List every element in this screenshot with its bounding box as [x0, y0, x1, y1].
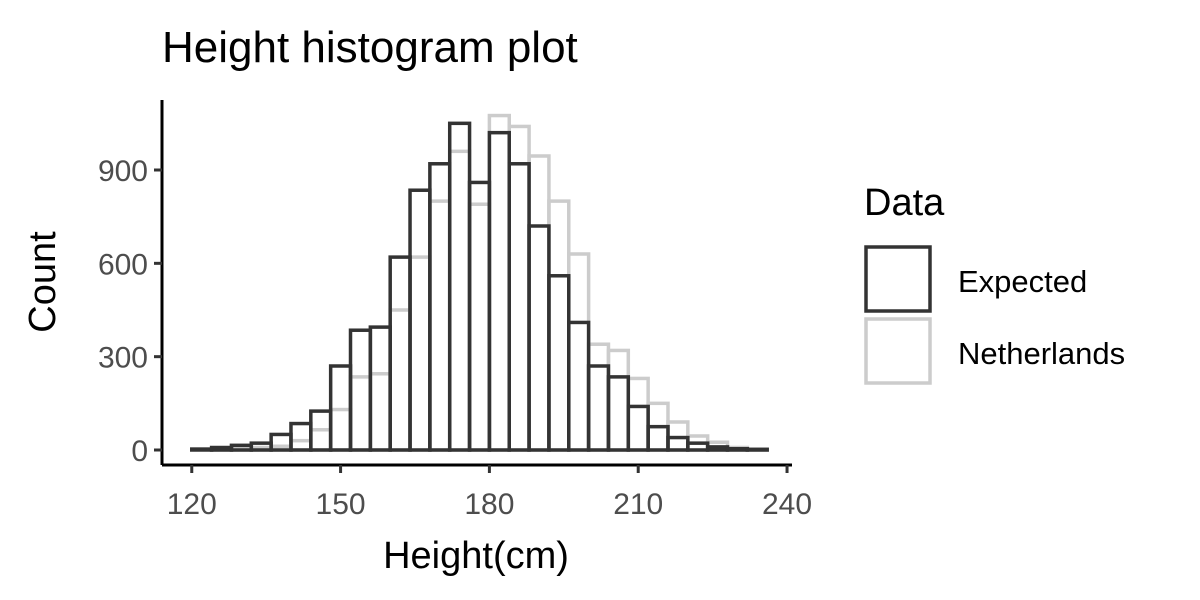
bar-expected-176	[467, 180, 492, 452]
bar-expected-184	[507, 162, 531, 452]
bar-netherlands-188	[527, 154, 551, 452]
bar-expected-168	[428, 162, 452, 452]
axes-layer: 0 300 600 900 120 150 180 210 240	[98, 100, 812, 521]
legend-label-expected: Expected	[958, 264, 1087, 299]
bar-netherlands-148	[328, 407, 353, 452]
bar-expected-164	[408, 188, 432, 452]
legend: Data Expected Netherlands	[864, 182, 1125, 385]
bar-expected-156	[368, 325, 392, 452]
bar-expected-152	[348, 328, 373, 452]
bar-expected-216	[666, 435, 690, 452]
bar-expected-120	[190, 447, 214, 452]
bar-netherlands-156	[368, 372, 392, 452]
bar-netherlands-204	[606, 348, 631, 452]
bar-expected-220	[686, 441, 710, 452]
bar-netherlands-184	[507, 124, 531, 452]
bar-expected-232	[745, 447, 769, 452]
x-tick-label-210: 210	[613, 488, 663, 521]
bar-netherlands-172	[447, 149, 472, 452]
bar-expected-228	[725, 447, 750, 452]
bar-netherlands-144	[309, 428, 333, 452]
chart-title: Height histogram plot	[162, 23, 578, 72]
bar-netherlands-192	[547, 199, 571, 452]
x-tick-label-240: 240	[762, 488, 812, 521]
series-expected	[190, 121, 769, 452]
bar-netherlands-160	[388, 308, 412, 452]
bar-netherlands-208	[626, 376, 650, 452]
bar-netherlands-152	[348, 375, 373, 452]
bar-expected-172	[447, 121, 472, 452]
bars-layer	[190, 113, 769, 452]
bar-netherlands-200	[586, 342, 611, 452]
x-tick-label-150: 150	[316, 488, 366, 521]
bar-expected-192	[547, 274, 571, 452]
legend-key-netherlands	[864, 317, 932, 385]
bar-expected-208	[626, 404, 650, 452]
bar-expected-180	[487, 130, 511, 452]
bar-expected-124	[209, 445, 234, 452]
x-axis-title: Height(cm)	[383, 535, 569, 577]
y-tick-label-0: 0	[131, 435, 148, 468]
y-axis-title: Count	[22, 231, 64, 333]
bar-netherlands-196	[567, 252, 591, 452]
legend-key-expected	[864, 245, 932, 313]
legend-title: Data	[864, 182, 945, 224]
bar-expected-212	[646, 424, 670, 452]
bar-netherlands-180	[487, 113, 511, 452]
bar-netherlands-176	[467, 202, 492, 452]
legend-label-netherlands: Netherlands	[958, 336, 1125, 371]
bar-expected-200	[586, 364, 611, 452]
y-tick-label-900: 900	[98, 155, 148, 188]
y-tick-label-300: 300	[98, 342, 148, 375]
bar-expected-188	[527, 224, 551, 452]
bar-expected-224	[705, 445, 730, 452]
x-tick-label-180: 180	[464, 488, 514, 521]
bar-netherlands-168	[428, 199, 452, 452]
bar-expected-204	[606, 375, 631, 452]
bar-expected-140	[289, 421, 313, 452]
bar-netherlands-164	[408, 255, 432, 452]
bar-expected-160	[388, 255, 412, 452]
x-tick-label-120: 120	[167, 488, 217, 521]
y-tick-label-600: 600	[98, 248, 148, 281]
bar-expected-196	[567, 320, 591, 452]
